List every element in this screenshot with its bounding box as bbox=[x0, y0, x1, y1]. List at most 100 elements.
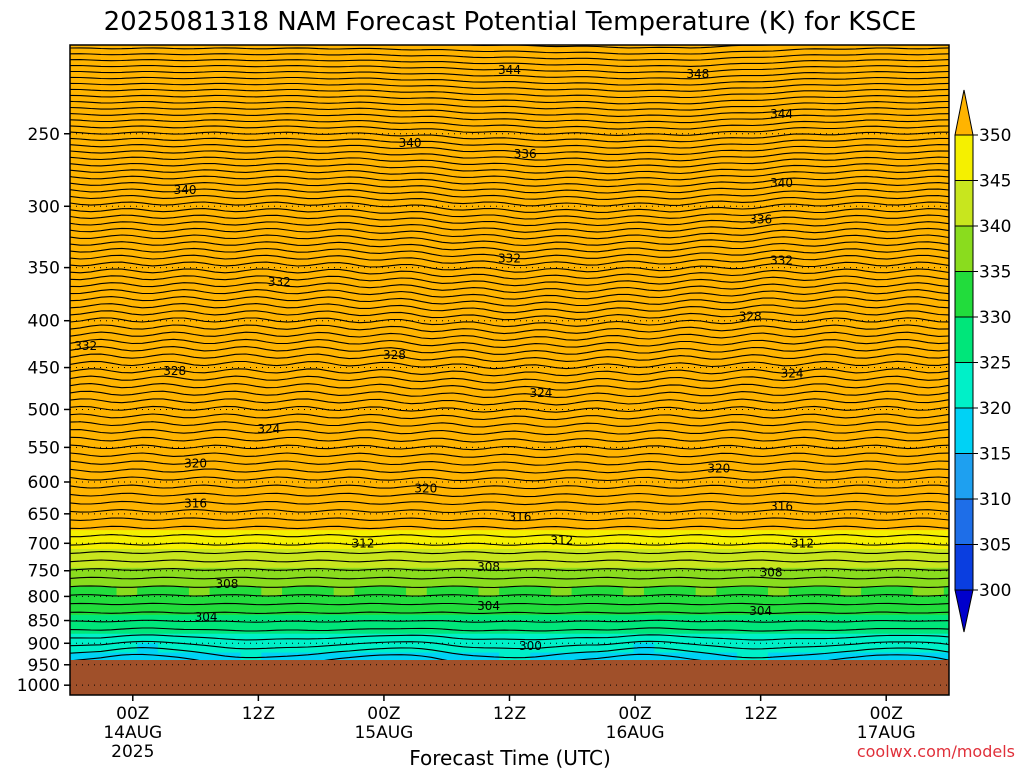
contour-line bbox=[70, 634, 949, 641]
contour-line bbox=[70, 106, 949, 117]
contour-line bbox=[70, 627, 949, 632]
contour-label: 304 bbox=[195, 610, 218, 624]
contour-line bbox=[70, 428, 949, 436]
y-tick-label: 500 bbox=[28, 400, 60, 420]
contour-line bbox=[70, 247, 949, 260]
colorbar-segment bbox=[954, 453, 974, 500]
contour-line bbox=[70, 576, 949, 580]
y-tick-label: 250 bbox=[28, 125, 60, 145]
y-tick-label: 850 bbox=[28, 612, 60, 632]
colorbar-segment bbox=[954, 180, 974, 227]
contour-labels: 344 348 344 340 336 340 340 336 332 332 332 328 332 3… bbox=[74, 63, 814, 653]
chart-title: 2025081318 NAM Forecast Potential Temper… bbox=[104, 7, 917, 37]
colorbar-label: 310 bbox=[979, 490, 1011, 510]
contour-line bbox=[70, 421, 949, 428]
colorbar-segment bbox=[954, 544, 974, 591]
y-tick-label: 950 bbox=[28, 656, 60, 676]
contour-line bbox=[70, 585, 949, 589]
contour-line bbox=[70, 137, 949, 149]
contour-label: 312 bbox=[352, 536, 375, 550]
contour-line bbox=[70, 383, 949, 391]
y-tick-label: 300 bbox=[28, 197, 60, 217]
contour-line bbox=[70, 303, 949, 314]
credit-text: coolwx.com/models bbox=[857, 742, 1015, 761]
colorbar-arrow-low bbox=[954, 589, 974, 633]
contour-label: 316 bbox=[509, 510, 532, 524]
contour-line bbox=[70, 76, 949, 86]
pressure-gridlines bbox=[70, 133, 949, 686]
x-tick-label: 15AUG bbox=[354, 723, 413, 743]
colorbar-label: 340 bbox=[979, 217, 1011, 237]
contour-line bbox=[70, 201, 949, 213]
y-tick-label: 450 bbox=[28, 359, 60, 379]
contour-line bbox=[70, 390, 949, 398]
contour-line bbox=[70, 436, 949, 443]
contour-label: 336 bbox=[514, 147, 537, 161]
contour-line bbox=[70, 324, 949, 335]
contour-line bbox=[70, 214, 949, 227]
colorbar-segment bbox=[954, 316, 974, 363]
contour-label: 344 bbox=[770, 107, 793, 121]
colorbar-segment bbox=[954, 271, 974, 318]
contour-lines bbox=[70, 45, 949, 695]
contour-line bbox=[70, 227, 949, 240]
contour-line bbox=[70, 119, 949, 130]
contour-line bbox=[70, 452, 949, 458]
contour-line bbox=[70, 611, 949, 614]
contour-line bbox=[70, 509, 949, 514]
contour-line bbox=[70, 194, 949, 207]
x-tick-label: 14AUG bbox=[103, 723, 162, 743]
contour-label: 308 bbox=[760, 565, 783, 579]
contour-label: 316 bbox=[770, 499, 793, 513]
contour-label: 304 bbox=[749, 604, 772, 618]
contour-line bbox=[70, 144, 949, 155]
contour-label: 308 bbox=[216, 577, 239, 591]
contour-line bbox=[70, 150, 949, 162]
contour-label: 320 bbox=[707, 462, 730, 476]
contour-line bbox=[70, 338, 949, 348]
colorbar-label: 330 bbox=[979, 308, 1011, 328]
contour-line bbox=[70, 234, 949, 247]
contour-line bbox=[70, 517, 949, 522]
contour-line bbox=[70, 162, 949, 175]
contour-line bbox=[70, 375, 949, 384]
contour-line bbox=[70, 353, 949, 363]
contour-line bbox=[70, 156, 949, 168]
contour-line bbox=[70, 100, 949, 111]
contour-line bbox=[70, 241, 949, 253]
colorbar-arrow-high bbox=[954, 89, 974, 136]
contour-line bbox=[70, 559, 949, 563]
contour-line bbox=[70, 268, 949, 280]
contour-line bbox=[70, 346, 949, 355]
x-tick-label: 2025 bbox=[111, 742, 154, 762]
y-tick-label: 650 bbox=[28, 505, 60, 525]
contour-line bbox=[70, 169, 949, 181]
x-tick-label: 00Z bbox=[870, 704, 903, 724]
contour-label: 328 bbox=[739, 310, 762, 324]
x-axis-label: Forecast Time (UTC) bbox=[409, 746, 611, 768]
contour-line bbox=[70, 525, 949, 530]
contour-line bbox=[70, 221, 949, 233]
y-tick-label: 700 bbox=[28, 534, 60, 554]
contour-line bbox=[70, 500, 949, 506]
contour-line bbox=[70, 188, 949, 200]
y-tick-label: 400 bbox=[28, 312, 60, 332]
contour-label: 300 bbox=[519, 639, 542, 653]
y-tick-label: 1000 bbox=[17, 676, 60, 696]
contour-line bbox=[70, 476, 949, 482]
contour-label: 340 bbox=[174, 183, 197, 197]
contour-line bbox=[70, 53, 949, 61]
x-tick-label: 17AUG bbox=[857, 723, 916, 743]
x-tick-label: 12Z bbox=[242, 704, 275, 724]
contour-label: 308 bbox=[477, 560, 500, 574]
contour-line bbox=[70, 175, 949, 188]
colorbar-label: 305 bbox=[979, 536, 1011, 556]
contour-line bbox=[70, 331, 949, 342]
contour-label: 324 bbox=[529, 386, 552, 400]
x-tick-label: 00Z bbox=[367, 704, 400, 724]
contour-line bbox=[70, 602, 949, 606]
contour-line bbox=[70, 398, 949, 406]
x-tick-label: 00Z bbox=[116, 704, 149, 724]
contour-line bbox=[70, 182, 949, 194]
